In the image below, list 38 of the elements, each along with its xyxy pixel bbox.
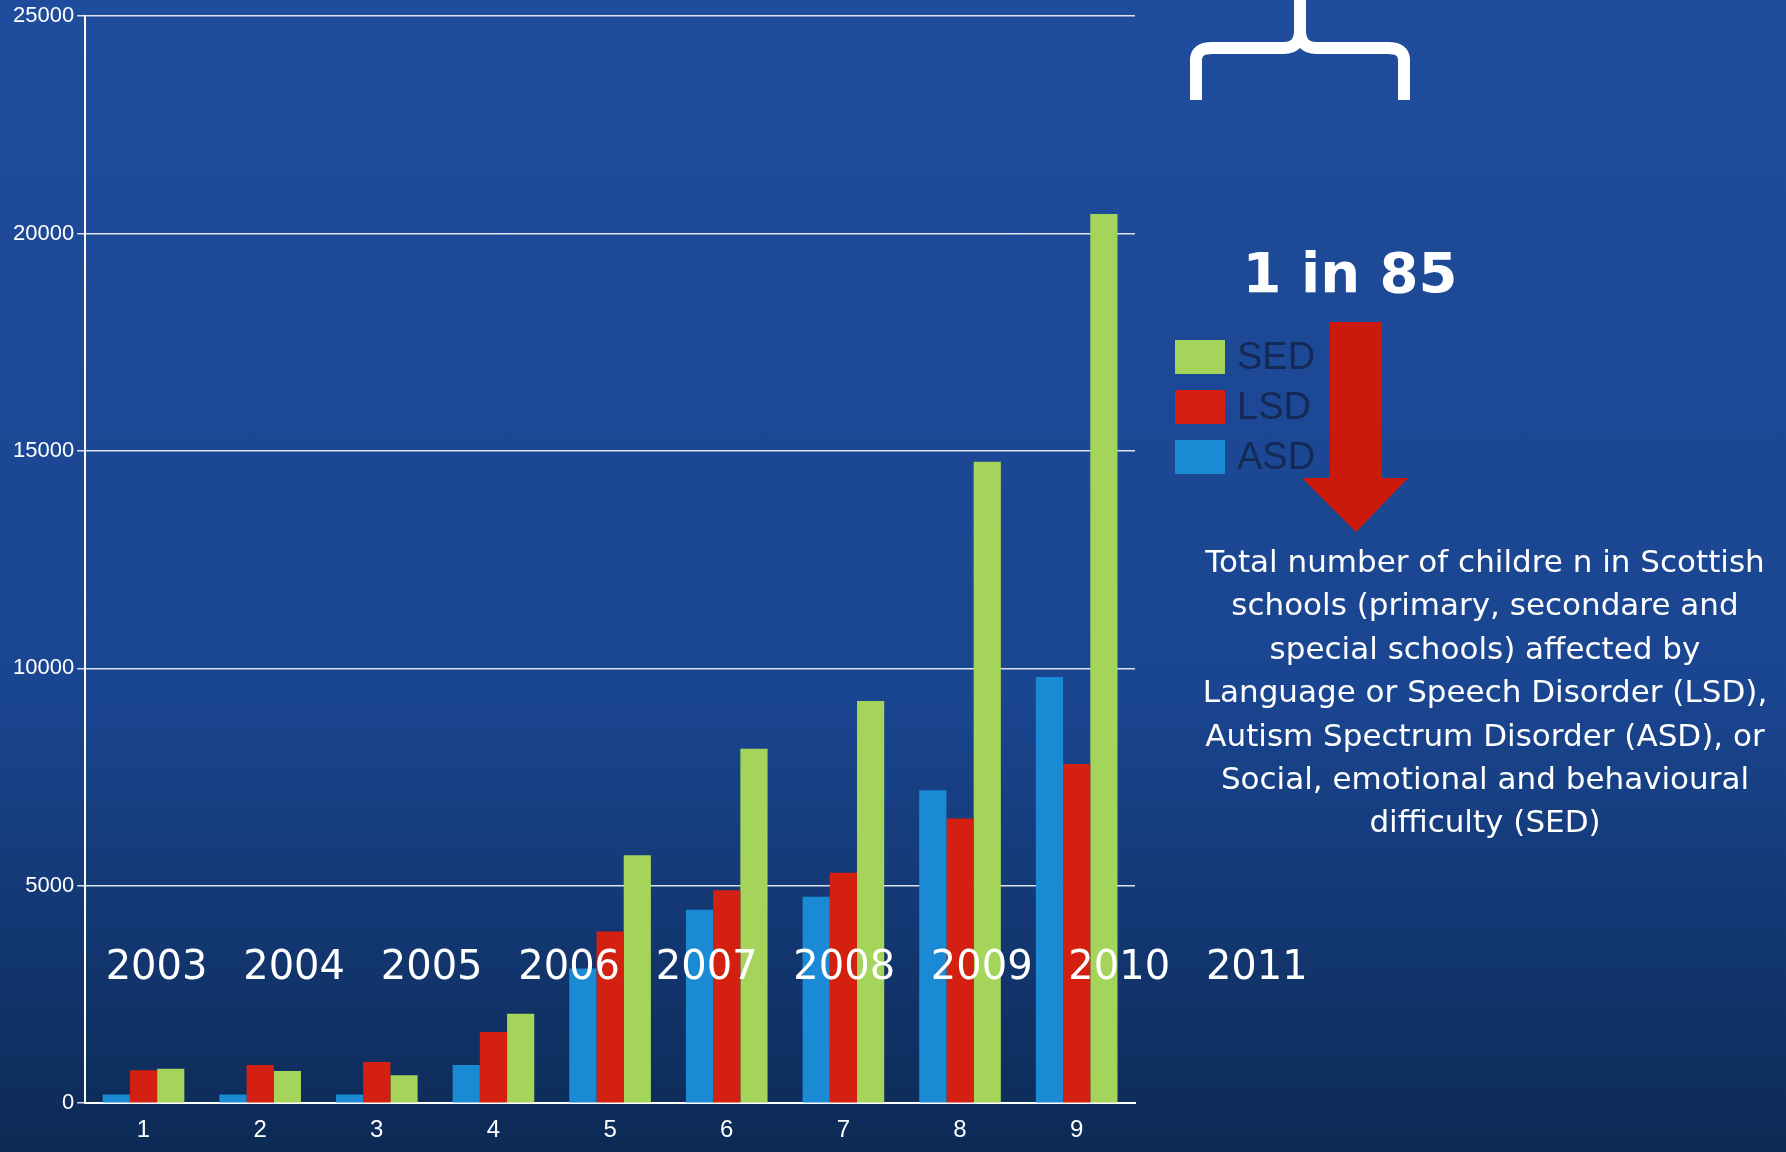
annotation: 2005 xyxy=(380,942,483,989)
bar xyxy=(1035,677,1064,1103)
annotation: 2009 xyxy=(930,942,1033,989)
text: 2011 xyxy=(1205,942,1308,989)
x-tick-label: 3 xyxy=(370,1115,384,1143)
bar xyxy=(246,1064,274,1103)
x-tick-label: 2 xyxy=(253,1115,267,1143)
annotation: 2008 xyxy=(793,942,896,989)
bar xyxy=(479,1031,508,1103)
x-tick-label: 9 xyxy=(1070,1115,1084,1143)
x-tick-label: 5 xyxy=(603,1115,617,1143)
bar xyxy=(623,855,651,1103)
bar xyxy=(219,1094,247,1103)
bar xyxy=(507,1013,535,1103)
x-tick-label: 8 xyxy=(953,1115,967,1143)
x-tick-label: 6 xyxy=(720,1115,734,1143)
y-tick-label: 10000 xyxy=(12,654,75,680)
legend-label: ASD xyxy=(1237,435,1316,478)
y-tick-label: 20000 xyxy=(12,219,75,245)
bar xyxy=(273,1071,301,1103)
annotation: 2004 xyxy=(243,942,345,989)
text: 1 in 85 xyxy=(1241,240,1459,305)
legend-label: SED xyxy=(1237,335,1316,378)
bar xyxy=(452,1064,480,1103)
y-tick-label: 25000 xyxy=(12,2,75,28)
text: Total number of childre n in Scottish schools (primary, secondare and special schools) affected by Language or Speech Disorder (LSD), Autism Spectrum Disorder (ASD), or Social, emotional and behavioural difficulty (SED) xyxy=(1201,542,1769,842)
bar xyxy=(363,1061,391,1103)
y-tick-label: 0 xyxy=(61,1089,75,1115)
x-tick-label: 1 xyxy=(136,1115,151,1143)
legend-label: LSD xyxy=(1237,385,1311,428)
bar xyxy=(129,1070,158,1103)
x-tick-label: 4 xyxy=(486,1115,501,1143)
y-tick-label: 15000 xyxy=(12,437,75,463)
x-tick-label: 7 xyxy=(836,1115,851,1143)
bar xyxy=(157,1068,185,1103)
annotation: 2003 xyxy=(105,942,208,989)
bar xyxy=(390,1075,418,1103)
y-tick-label: 5000 xyxy=(25,871,75,897)
